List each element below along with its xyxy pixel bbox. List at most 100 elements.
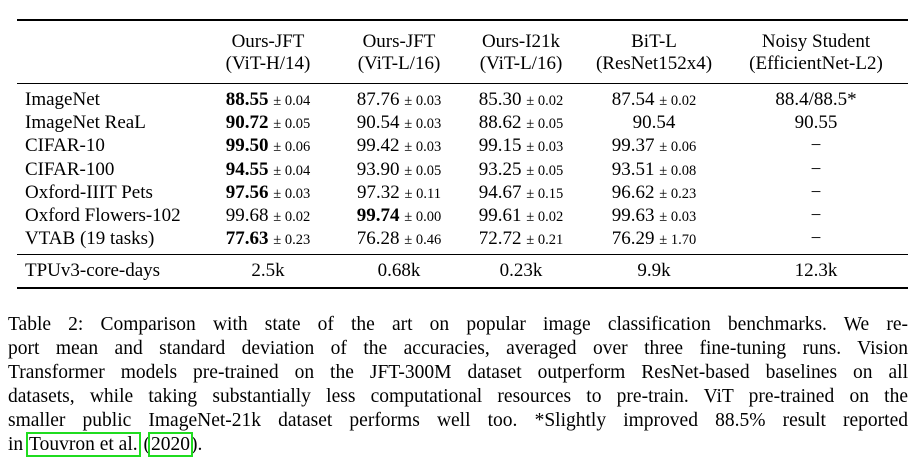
cell-std: ± 0.11 [404, 185, 441, 202]
cell-value: 72.72 [478, 228, 522, 250]
cell-std: ± 0.08 [659, 162, 697, 179]
row-label: Oxford Flowers-102 [25, 205, 181, 226]
cell-value: 96.62 [611, 181, 655, 203]
table-row: Oxford-IIIT Pets 97.56 ± 0.03 97.32 ± 0.11… [0, 181, 917, 204]
cell-value: 99.68 [225, 205, 269, 226]
cell-value: 99.37 [611, 135, 655, 157]
caption-line: datasets, while taking substantially les… [8, 386, 908, 407]
table-cell: 72.72 ± 0.21 [458, 227, 584, 252]
cell-value: 99.15 [478, 135, 522, 157]
caption-line: smaller public ImageNet-21k dataset perf… [8, 410, 908, 431]
cell-std: ± 0.15 [526, 185, 564, 202]
cell-value: 93.51 [611, 158, 655, 180]
cell-value: 94.67 [478, 181, 522, 203]
cell-value: 93.25 [478, 158, 522, 180]
table-cell: 93.25 ± 0.05 [458, 158, 584, 183]
cell-std: ± 0.23 [273, 232, 311, 249]
caption-line: port mean and standard deviation of the … [8, 338, 908, 359]
cell-value: 76.28 [356, 228, 400, 250]
cell-std: ± 0.06 [273, 139, 311, 156]
caption-text: in [8, 434, 29, 455]
cell-std: ± 0.46 [404, 232, 442, 249]
cell-value: 97.56 [225, 181, 269, 203]
row-label: ImageNet ReaL [25, 112, 146, 134]
cell-value: 99.63 [611, 205, 655, 226]
cell-std: ± 0.05 [273, 116, 311, 133]
table-cell: 0.23k [499, 260, 543, 281]
caption-line: in Touvron et al. (2020). [8, 432, 908, 457]
cell-value: 87.76 [356, 89, 400, 110]
cell-value: 87.54 [611, 89, 655, 110]
citation-link[interactable]: Touvron et al. [26, 432, 141, 457]
row-label: Oxford-IIIT Pets [25, 181, 153, 203]
cell-value: − [810, 228, 822, 250]
table-caption: Table 2: Comparison with state of the ar… [8, 313, 908, 457]
cell-value: 99.61 [478, 205, 522, 226]
cell-std: ± 0.02 [526, 93, 564, 109]
cell-value: 99.50 [225, 135, 269, 157]
table-cell: 93.90 ± 0.05 [336, 158, 462, 183]
table-cell: 9.9k [637, 260, 671, 281]
cell-std: ± 0.03 [659, 209, 697, 225]
cell-value: − [810, 135, 822, 157]
table-cell: 99.61 ± 0.02 [458, 204, 584, 229]
cell-value: 97.32 [357, 181, 400, 203]
column-header: Ours-JFT (ViT-L/16) [336, 31, 462, 75]
table-cell: 88.4/88.5* [728, 88, 904, 111]
row-label: CIFAR-100 [25, 158, 115, 180]
table-cell: 12.3k [794, 260, 838, 281]
cell-std: ± 0.00 [404, 209, 442, 225]
cell-value: 88.55 [225, 89, 269, 110]
cell-std: ± 0.04 [273, 162, 311, 179]
cell-value: 88.4/88.5* [775, 89, 857, 110]
table-row: VTAB (19 tasks) 77.63 ± 0.23 76.28 ± 0.46 7… [0, 227, 917, 250]
cell-std: ± 0.03 [273, 185, 311, 202]
cell-value: 85.30 [478, 89, 522, 110]
caption-line: Transformer models pre-trained on the JF… [8, 362, 908, 383]
cell-value: 94.55 [225, 158, 269, 180]
cell-std: ± 0.02 [659, 93, 697, 109]
table-cell: 77.63 ± 0.23 [205, 227, 331, 252]
table-cell: − [728, 158, 904, 181]
cell-std: ± 0.21 [526, 232, 564, 249]
citation-year-link[interactable]: 2020 [148, 432, 193, 457]
cell-std: ± 0.04 [273, 93, 311, 109]
table-cell: 88.55 ± 0.04 [205, 88, 331, 113]
cell-std: ± 0.02 [526, 209, 564, 225]
column-header-title: Ours-JFT [362, 31, 436, 52]
table-cell: 99.42 ± 0.03 [336, 134, 462, 159]
table-cell: 87.54 ± 0.02 [580, 88, 728, 113]
table-row: Oxford Flowers-102 99.68 ± 0.02 99.74 ± 0.… [0, 204, 917, 227]
table-cell: 97.32 ± 0.11 [336, 181, 462, 206]
table-cell: 99.15 ± 0.03 [458, 134, 584, 159]
table-cell: − [728, 181, 904, 204]
table-cell: 90.54 [580, 111, 728, 134]
cell-std: ± 0.05 [404, 162, 442, 179]
table-cell: 76.28 ± 0.46 [336, 227, 462, 252]
table-cell: 94.55 ± 0.04 [205, 158, 331, 183]
column-header: Noisy Student (EfficientNet-L2) [728, 31, 904, 75]
column-header-subtitle: (ViT-H/14) [225, 53, 311, 74]
cell-value: 90.72 [225, 112, 269, 134]
caption-text: ( [138, 434, 151, 455]
column-header-title: Noisy Student [761, 31, 871, 52]
table-cell: 96.62 ± 0.23 [580, 181, 728, 206]
cell-std: ± 1.70 [659, 232, 697, 249]
column-header-title: Ours-I21k [481, 31, 561, 52]
caption-text: ). [191, 434, 203, 455]
cell-std: ± 0.03 [404, 93, 442, 109]
table-cell: 99.63 ± 0.03 [580, 204, 728, 229]
table-cost-rule [17, 254, 908, 255]
cell-std: ± 0.03 [404, 116, 442, 133]
table-row: ImageNet 88.55 ± 0.04 87.76 ± 0.03 85.30 ± … [0, 88, 917, 111]
row-label: TPUv3-core-days [25, 260, 161, 281]
cell-value: 76.29 [611, 228, 655, 250]
table-header-rule [17, 83, 908, 84]
table-top-rule [17, 19, 908, 21]
table-cell: 90.72 ± 0.05 [205, 111, 331, 136]
column-header-subtitle: (ViT-L/16) [479, 53, 563, 74]
row-label: ImageNet [25, 89, 100, 110]
cell-std: ± 0.06 [659, 139, 697, 156]
cell-std: ± 0.23 [659, 185, 697, 202]
